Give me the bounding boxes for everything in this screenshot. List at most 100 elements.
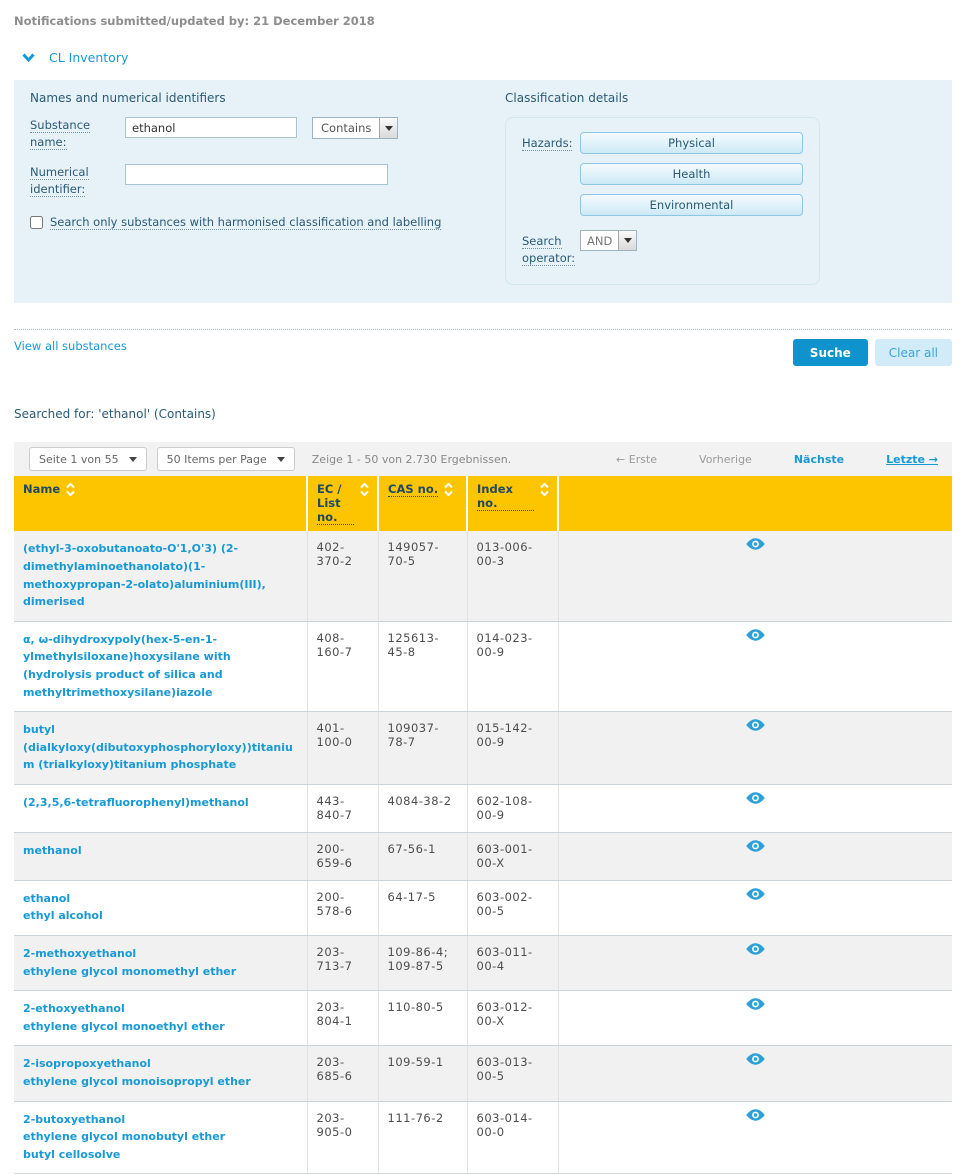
column-header-ec-list-no[interactable]: EC / List no.: [307, 476, 379, 532]
index-number-cell: 603-011-00-4: [467, 935, 559, 992]
index-number-cell: 014-023-00-9: [467, 621, 559, 713]
hazard-health-button[interactable]: Health: [580, 163, 803, 185]
substance-name-link[interactable]: ethylene glycol monoisopropyl ether: [23, 1075, 251, 1089]
actions-cell: [558, 935, 952, 992]
actions-cell: [558, 531, 952, 622]
hazard-buttons-group: Physical Health Environmental: [580, 132, 803, 216]
index-number-cell: 603-012-00-X: [467, 990, 559, 1047]
first-page-link: ← Erste: [616, 452, 658, 466]
cas-number-cell: 109-59-1: [378, 1045, 468, 1102]
index-number-cell: 603-014-00-0: [467, 1101, 559, 1174]
table-row: 2-ethoxyethanol ethylene glycol monoethyl…: [14, 990, 952, 1047]
pagination-bar: Seite 1 von 55 50 Items per Page Zeige 1…: [14, 442, 952, 477]
substance-name-cell: methanol: [14, 832, 308, 881]
ec-number-cell: 408-160-7: [307, 621, 379, 713]
clear-all-button[interactable]: Clear all: [874, 339, 952, 367]
eye-icon[interactable]: [746, 998, 765, 1013]
eye-icon[interactable]: [746, 840, 765, 855]
substance-name-cell: 2-ethoxyethanol ethylene glycol monoethyl…: [14, 990, 308, 1047]
sort-arrows-icon[interactable]: [444, 483, 453, 497]
table-row: (ethyl-3-oxobutanoato-O'1,O'3) (2-dimeth…: [14, 531, 952, 622]
substance-name-link[interactable]: ethylene glycol monobutyl ether: [23, 1130, 226, 1144]
substance-name-cell: butyl (dialkyloxy(dibutoxyphosphoryloxy)…: [14, 711, 308, 785]
items-per-page-select[interactable]: 50 Items per Page: [156, 447, 295, 472]
ec-number-cell: 203-713-7: [307, 935, 379, 992]
divider: [14, 329, 952, 331]
substance-name-link[interactable]: butyl cellosolve: [23, 1147, 121, 1161]
actions-cell: [558, 990, 952, 1047]
substance-name-cell: 2-methoxyethanol ethylene glycol monometh…: [14, 935, 308, 992]
sort-arrows-icon[interactable]: [360, 483, 369, 497]
last-page-link[interactable]: Letzte →: [886, 452, 938, 466]
table-row: butyl (dialkyloxy(dibutoxyphosphoryloxy)…: [14, 711, 952, 785]
column-header-index-no[interactable]: Index no.: [467, 476, 559, 532]
substance-name-link[interactable]: butyl (dialkyloxy(dibutoxyphosphoryloxy)…: [23, 723, 293, 772]
eye-icon[interactable]: [746, 888, 765, 903]
substance-name-link[interactable]: 2-butoxyethanol: [23, 1112, 126, 1126]
substance-name-link[interactable]: ethanol: [23, 891, 71, 905]
harmonised-only-label[interactable]: Search only substances with harmonised c…: [50, 214, 442, 230]
substance-name-cell: α, ω-dihydroxypoly(hex-5-en-1-ylmethylsi…: [14, 621, 308, 713]
eye-icon[interactable]: [746, 792, 765, 807]
substance-name-link[interactable]: (ethyl-3-oxobutanoato-O'1,O'3) (2-dimeth…: [23, 542, 266, 609]
substance-name-link[interactable]: 2-methoxyethanol: [23, 947, 137, 961]
column-header-cas-no[interactable]: CAS no.: [378, 476, 468, 532]
substance-name-link[interactable]: 2-ethoxyethanol: [23, 1002, 125, 1016]
sort-arrows-icon[interactable]: [540, 483, 549, 497]
numerical-identifier-input[interactable]: [125, 164, 388, 186]
hazard-environmental-button[interactable]: Environmental: [580, 194, 803, 216]
search-operator-select[interactable]: AND: [580, 230, 638, 251]
eye-icon[interactable]: [746, 538, 765, 553]
results-table-body: (ethyl-3-oxobutanoato-O'1,O'3) (2-dimeth…: [14, 531, 952, 1174]
substance-name-link[interactable]: methanol: [23, 843, 82, 857]
substance-name-cell: 2-butoxyethanol ethylene glycol monobutyl…: [14, 1101, 308, 1174]
substance-name-link[interactable]: (2,3,5,6-tetrafluorophenyl)methanol: [23, 795, 249, 809]
actions-cell: [558, 784, 952, 833]
index-number-cell: 013-006-00-3: [467, 531, 559, 622]
index-number-cell: 603-013-00-5: [467, 1045, 559, 1102]
ec-number-cell: 203-685-6: [307, 1045, 379, 1102]
page-select[interactable]: Seite 1 von 55: [29, 447, 147, 472]
table-row: α, ω-dihydroxypoly(hex-5-en-1-ylmethylsi…: [14, 621, 952, 713]
substance-name-link[interactable]: ethyl alcohol: [23, 909, 103, 923]
cl-inventory-link[interactable]: CL Inventory: [49, 50, 129, 65]
ec-number-cell: 402-370-2: [307, 531, 379, 622]
substance-name-link[interactable]: ethylene glycol monoethyl ether: [23, 1019, 225, 1033]
searched-for-text: Searched for: 'ethanol' (Contains): [14, 407, 216, 422]
sort-arrows-icon[interactable]: [66, 483, 75, 497]
caret-down-icon: [379, 118, 398, 138]
next-page-link[interactable]: Nächste: [793, 452, 845, 466]
substance-name-cell: (ethyl-3-oxobutanoato-O'1,O'3) (2-dimeth…: [14, 531, 308, 622]
cas-number-cell: 125613-45-8: [378, 621, 468, 713]
substance-name-link[interactable]: 2-isopropoxyethanol: [23, 1057, 151, 1071]
cas-number-cell: 110-80-5: [378, 990, 468, 1047]
ec-number-cell: 200-659-6: [307, 832, 379, 881]
hazard-physical-button[interactable]: Physical: [580, 132, 803, 154]
chevron-down-icon[interactable]: [22, 52, 35, 63]
table-row: 2-butoxyethanol ethylene glycol monobutyl…: [14, 1101, 952, 1174]
cas-number-cell: 109037-78-7: [378, 711, 468, 785]
ec-number-cell: 443-840-7: [307, 784, 379, 833]
eye-icon[interactable]: [746, 1053, 765, 1068]
notifications-date-label: Notifications submitted/updated by: 21 D…: [14, 14, 375, 28]
ec-number-cell: 200-578-6: [307, 880, 379, 937]
cas-number-cell: 4084-38-2: [378, 784, 468, 833]
hazards-label: Hazards:: [522, 136, 573, 151]
cas-number-cell: 64-17-5: [378, 880, 468, 937]
eye-icon[interactable]: [746, 719, 765, 734]
harmonised-only-checkbox[interactable]: [30, 215, 43, 229]
substance-name-link[interactable]: ethylene glycol monomethyl ether: [23, 964, 237, 978]
table-row: 2-methoxyethanol ethylene glycol monometh…: [14, 935, 952, 992]
actions-cell: [558, 880, 952, 937]
actions-cell: [558, 711, 952, 785]
match-mode-select[interactable]: Contains: [312, 117, 399, 139]
search-button[interactable]: Suche: [792, 339, 868, 367]
view-all-substances-link[interactable]: View all substances: [14, 339, 127, 354]
eye-icon[interactable]: [746, 629, 765, 644]
caret-down-icon: [128, 456, 137, 462]
substance-name-input[interactable]: [125, 117, 297, 138]
eye-icon[interactable]: [746, 1108, 765, 1124]
substance-name-link[interactable]: α, ω-dihydroxypoly(hex-5-en-1-ylmethylsi…: [23, 632, 231, 699]
column-header-name[interactable]: Name: [14, 476, 308, 532]
index-number-cell: 015-142-00-9: [467, 711, 559, 785]
